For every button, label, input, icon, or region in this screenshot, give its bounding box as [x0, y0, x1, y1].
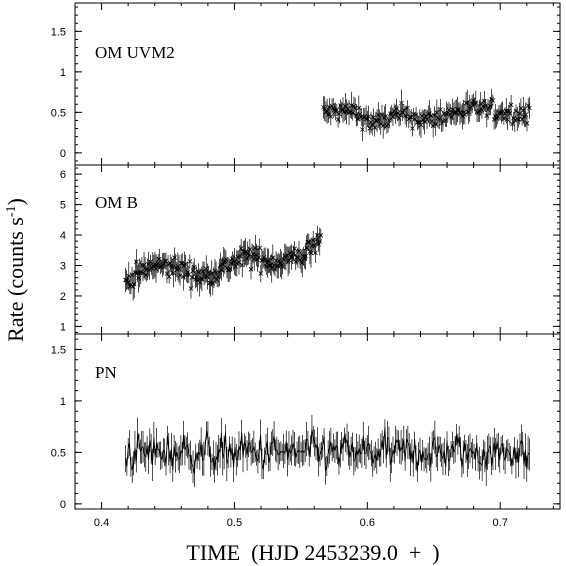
y-tick-label: 6 [60, 169, 66, 181]
y-tick-label: 2 [60, 291, 66, 303]
data-point [238, 246, 244, 251]
y-axis-title-close: ) [3, 198, 28, 205]
panel-omb-frame [74, 164, 561, 335]
y-tick-label: 0.5 [51, 107, 66, 119]
data-point [524, 121, 530, 126]
panel-uvm2-label: OM UVM2 [95, 43, 175, 62]
y-axis-title-exponent: -1 [4, 206, 19, 218]
data-point [318, 233, 324, 238]
panel-pn: PN 0 0.5 1 1.5 [51, 333, 561, 511]
data-point [508, 102, 514, 108]
y-tick-label: 1 [60, 67, 66, 79]
y-tick-label: 0.5 [51, 447, 66, 459]
data-point [126, 273, 132, 279]
data-point [247, 247, 253, 252]
data-point [165, 262, 171, 267]
y-tick-label: 1 [60, 396, 66, 408]
y-axis-title-main: Rate (counts s [3, 217, 28, 342]
data-point [438, 107, 443, 112]
data-point [239, 262, 245, 268]
data-point [505, 117, 510, 122]
data-point [405, 105, 410, 111]
panel-pn-ticks: 0 0.5 1 1.5 [51, 334, 560, 511]
y-tick-label: 1 [60, 321, 66, 333]
data-point [177, 273, 183, 278]
panel-pn-data [125, 414, 530, 488]
y-tick-label: 5 [60, 200, 66, 212]
y-tick-label: 0 [60, 499, 66, 511]
panel-uvm2-data [321, 89, 532, 142]
data-point [512, 118, 518, 123]
y-tick-label: 0 [60, 148, 66, 160]
data-point [257, 245, 262, 251]
y-tick-label: 1.5 [51, 344, 66, 356]
panel-uvm2-frame [74, 2, 561, 166]
panel-omb-data [123, 225, 324, 301]
data-point [166, 274, 172, 279]
data-point [383, 113, 388, 119]
data-point [328, 114, 334, 119]
data-point [183, 261, 188, 267]
pn-series-line [125, 427, 530, 474]
data-point [258, 271, 264, 276]
data-point [334, 107, 340, 113]
data-point [430, 123, 436, 129]
data-point [187, 259, 193, 264]
panel-pn-frame [74, 333, 561, 510]
x-axis-title: TIME (HJD 2453239.0 + ) [186, 540, 439, 565]
data-point [360, 127, 365, 132]
data-point [408, 115, 414, 120]
x-axis-ticks: 0.4 0.5 0.6 0.7 [94, 517, 508, 529]
data-point [366, 114, 371, 120]
data-point [313, 250, 318, 256]
data-point [418, 122, 424, 128]
x-tick-label: 0.6 [360, 517, 375, 529]
data-point [527, 105, 532, 111]
panel-uvm2: OM UVM2 0 0.5 1 1.5 [51, 2, 561, 166]
data-point [315, 233, 320, 238]
data-point [134, 259, 139, 265]
x-tick-label: 0.5 [227, 517, 242, 529]
panel-uvm2-ticks: 0 0.5 1 1.5 [51, 3, 560, 165]
panel-omb-ticks: 1 2 3 4 5 6 [60, 165, 560, 334]
data-point [337, 111, 342, 117]
data-point [410, 126, 415, 131]
panel-omb-label: OM B [95, 193, 138, 212]
y-tick-label: 3 [60, 260, 66, 272]
data-point [191, 264, 197, 270]
data-point [163, 258, 169, 264]
panel-pn-label: PN [95, 363, 117, 382]
x-tick-label: 0.7 [493, 517, 508, 529]
y-tick-label: 4 [60, 230, 66, 242]
y-tick-label: 1.5 [51, 26, 66, 38]
data-point [292, 246, 297, 252]
x-tick-label: 0.4 [94, 517, 109, 529]
data-point [490, 98, 496, 103]
data-point [147, 267, 152, 273]
y-axis-title: Rate (counts s-1) [3, 198, 28, 342]
panel-omb: OM B 1 2 3 4 5 6 [60, 164, 561, 335]
